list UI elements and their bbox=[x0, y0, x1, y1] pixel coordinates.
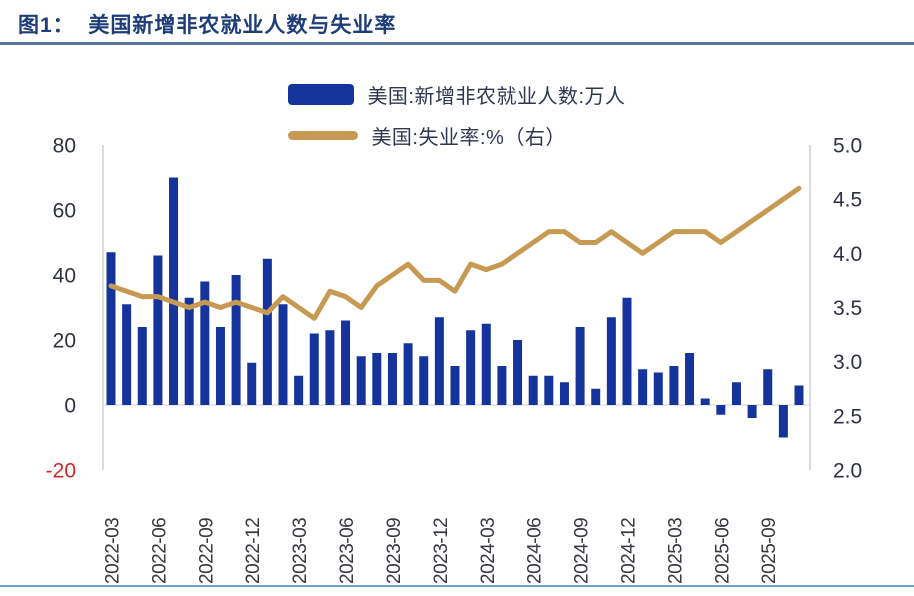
bar-2024-06 bbox=[528, 375, 538, 405]
right-axis-tick-label: 5.0 bbox=[833, 135, 862, 158]
bar-2025-02 bbox=[653, 372, 663, 405]
x-axis-tick-label: 2024-06 bbox=[525, 518, 546, 584]
right-axis-tick-label: 4.5 bbox=[833, 189, 862, 212]
x-axis-tick-label: 2022-12 bbox=[243, 518, 264, 584]
bar-2022-10 bbox=[215, 327, 225, 405]
bar-2025-01 bbox=[638, 369, 648, 405]
bar-2023-03 bbox=[294, 375, 304, 405]
bar-2023-12 bbox=[434, 317, 444, 405]
legend: 美国:新增非农就业人数:万人 美国:失业率:%（右） bbox=[0, 80, 914, 150]
x-axis-tick-label: 2023-12 bbox=[431, 518, 452, 584]
bar-2023-10 bbox=[403, 343, 413, 405]
bar-2025-07 bbox=[731, 382, 741, 405]
x-axis-tick-label: 2024-03 bbox=[478, 518, 499, 584]
legend-item-payrolls: 美国:新增非农就业人数:万人 bbox=[288, 80, 625, 109]
x-axis-tick-label: 2023-06 bbox=[337, 518, 358, 584]
left-axis-tick-label: 40 bbox=[53, 265, 76, 288]
bar-2024-01 bbox=[450, 366, 460, 405]
bar-2023-07 bbox=[356, 356, 366, 405]
left-axis-tick-label: 20 bbox=[53, 330, 76, 353]
left-axis-tick-label: 80 bbox=[53, 135, 76, 158]
bar-2023-06 bbox=[341, 320, 351, 405]
right-axis-tick-label: 2.0 bbox=[833, 460, 862, 483]
x-axis-tick-label: 2024-09 bbox=[572, 518, 593, 584]
bar-2022-04 bbox=[122, 304, 132, 405]
bar-2024-02 bbox=[466, 330, 476, 405]
bar-2023-01 bbox=[262, 258, 272, 405]
bar-2025-11 bbox=[794, 385, 804, 405]
bar-2024-11 bbox=[606, 317, 616, 405]
bar-2024-03 bbox=[481, 323, 491, 405]
bar-2022-06 bbox=[153, 255, 163, 405]
x-axis-tick-label: 2022-09 bbox=[196, 518, 217, 584]
bar-2023-05 bbox=[325, 330, 335, 405]
x-axis-tick-label: 2025-06 bbox=[712, 518, 733, 584]
title-underline bbox=[0, 42, 914, 45]
bar-2024-08 bbox=[559, 382, 569, 405]
x-axis-tick-label: 2023-09 bbox=[384, 518, 405, 584]
chart-title: 图1： 美国新增非农就业人数与失业率 bbox=[18, 14, 397, 37]
bar-2022-09 bbox=[200, 281, 210, 405]
x-axis-tick-label: 2025-09 bbox=[759, 518, 780, 584]
bottom-separator bbox=[0, 585, 914, 587]
bar-2024-10 bbox=[591, 388, 601, 405]
bar-2022-03 bbox=[106, 252, 116, 405]
right-axis-tick-label: 3.0 bbox=[833, 351, 862, 374]
legend-label-unemployment: 美国:失业率:%（右） bbox=[371, 127, 566, 149]
x-axis-tick-label: 2024-12 bbox=[619, 518, 640, 584]
bar-2023-04 bbox=[309, 333, 319, 405]
bar-2025-04 bbox=[685, 353, 695, 405]
x-axis-tick-label: 2025-03 bbox=[665, 518, 686, 584]
x-axis-tick-label: 2022-06 bbox=[149, 518, 170, 584]
left-axis-tick-label: 0 bbox=[64, 395, 76, 418]
bar-2025-03 bbox=[669, 366, 679, 405]
left-axis-tick-label: -20 bbox=[46, 460, 76, 483]
bar-2023-02 bbox=[278, 304, 288, 405]
bar-2022-05 bbox=[137, 327, 147, 405]
right-axis-tick-label: 4.0 bbox=[833, 243, 862, 266]
bar-2022-07 bbox=[169, 177, 179, 405]
bar-2023-08 bbox=[372, 353, 382, 405]
bar-2024-07 bbox=[544, 375, 554, 405]
x-axis-tick-label: 2023-03 bbox=[290, 518, 311, 584]
bar-2025-06 bbox=[716, 405, 726, 415]
bar-2025-10 bbox=[778, 405, 788, 438]
right-axis-tick-label: 3.5 bbox=[833, 297, 862, 320]
legend-item-unemployment: 美国:失业率:%（右） bbox=[288, 121, 565, 150]
bar-2023-09 bbox=[387, 353, 397, 405]
bar-2024-12 bbox=[622, 297, 632, 405]
payrolls-bar-swatch-icon bbox=[288, 84, 355, 105]
x-axis-tick-label: 2022-03 bbox=[103, 518, 124, 584]
bar-2022-08 bbox=[184, 297, 194, 405]
bar-2023-11 bbox=[419, 356, 429, 405]
legend-label-payrolls: 美国:新增非农就业人数:万人 bbox=[367, 86, 626, 108]
bar-2024-05 bbox=[513, 340, 523, 405]
bar-2025-08 bbox=[747, 405, 757, 418]
right-axis-tick-label: 2.5 bbox=[833, 405, 862, 428]
bar-2024-04 bbox=[497, 366, 507, 405]
bar-2022-11 bbox=[231, 275, 241, 405]
bar-2025-09 bbox=[763, 369, 773, 405]
unemployment-line-swatch-icon bbox=[288, 131, 359, 140]
unemployment-rate-line bbox=[108, 185, 802, 321]
bar-2022-12 bbox=[247, 362, 257, 405]
left-axis-tick-label: 60 bbox=[53, 200, 76, 223]
bar-2025-05 bbox=[700, 398, 710, 405]
bar-2024-09 bbox=[575, 327, 585, 405]
